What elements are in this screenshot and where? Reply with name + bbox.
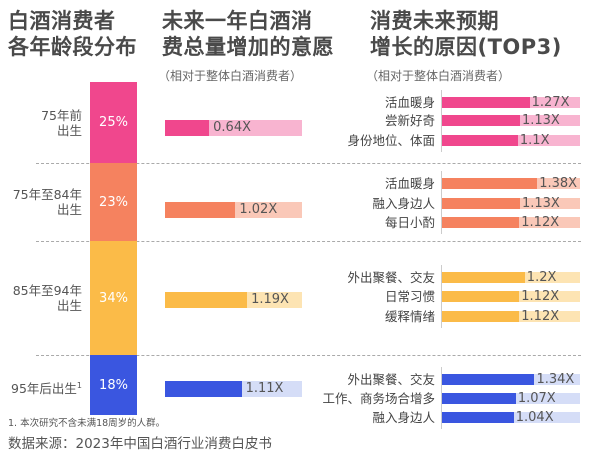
reason-label: 融入身边人 — [372, 195, 435, 211]
reason-bar-fill — [442, 216, 520, 228]
data-source: 数据来源：2023年中国白酒行业消费白皮书 — [8, 436, 272, 452]
willingness-bar-fill — [165, 120, 210, 136]
reason-label: 活血暖身 — [384, 175, 435, 191]
subtitle-willingness: （相对于整体白酒消费者） — [158, 69, 303, 83]
reason-bar-fill — [442, 197, 520, 209]
age-share-segment: 34% — [90, 241, 137, 355]
reason-value: 1.13X — [521, 112, 560, 128]
reason-label: 每日小酌 — [384, 214, 435, 230]
reason-bar: 1.07X — [442, 390, 580, 406]
footnote: 1. 本次研究不含未满18周岁的人群。 — [8, 418, 166, 429]
reason-bar: 1.12X — [442, 214, 580, 230]
reasons-axis-line — [441, 265, 442, 328]
willingness-value: 1.02X — [239, 202, 278, 217]
reason-label: 尝新好奇 — [384, 112, 435, 128]
reason-bar-fill — [442, 290, 520, 302]
reason-value: 1.12X — [521, 288, 560, 304]
reason-label: 工作、商务场合增多 — [322, 390, 435, 406]
reason-bar-fill — [442, 411, 514, 423]
reason-bar: 1.27X — [442, 94, 580, 110]
reason-bar: 1.04X — [442, 409, 580, 425]
title-age-distribution: 白酒消费者 各年龄段分布 — [8, 9, 137, 59]
reason-label: 外出聚餐、交友 — [347, 371, 435, 387]
age-share-label: 23% — [99, 194, 128, 210]
reason-label: 外出聚餐、交友 — [347, 269, 435, 285]
willingness-value: 0.64X — [213, 120, 252, 135]
separator-line — [36, 163, 581, 164]
reasons-axis-line — [441, 367, 442, 429]
reasons-axis-line — [441, 90, 442, 152]
separator-line — [36, 241, 581, 242]
willingness-bar: 1.02X — [165, 202, 302, 218]
reason-value: 1.34X — [536, 371, 575, 387]
reason-bar-fill — [442, 271, 525, 283]
reason-value: 1.04X — [515, 409, 554, 425]
reason-bar: 1.38X — [442, 175, 580, 191]
willingness-value: 1.11X — [245, 381, 284, 396]
footnote-marker: 1 — [76, 380, 82, 390]
separator-line — [36, 355, 581, 356]
title-consumption-willingness: 未来一年白酒消 费总量增加的意愿 — [162, 9, 334, 59]
reason-label: 融入身边人 — [372, 409, 435, 425]
age-share-segment: 23% — [90, 163, 137, 241]
age-group-text: 75年至84年 出生 — [12, 187, 82, 217]
reason-value: 1.12X — [521, 214, 560, 230]
age-group-text: 75年前 出生 — [41, 107, 82, 138]
willingness-value: 1.19X — [251, 292, 289, 307]
age-share-label: 25% — [99, 115, 128, 130]
age-group-label: 75年至84年 出生 — [13, 187, 82, 217]
reason-bar-fill — [442, 310, 520, 322]
willingness-bar-fill — [165, 381, 242, 397]
reason-bar: 1.2X — [442, 269, 580, 285]
subtitle-reasons: （相对于整体白酒消费者） — [366, 69, 511, 83]
title-growth-reasons: 消费未来预期 增长的原因(TOP3) — [370, 9, 562, 59]
age-group-text: 95年后出生 — [11, 380, 77, 396]
reason-label: 缓释情绪 — [384, 308, 435, 324]
age-group-label: 75年前 出生 — [41, 108, 82, 138]
reason-label: 身份地位、体面 — [347, 132, 435, 148]
reason-bar: 1.13X — [442, 112, 580, 128]
reason-bar-fill — [442, 177, 538, 189]
age-group-text: 85年至94年 出生 — [12, 283, 82, 313]
reason-bar: 1.12X — [442, 288, 580, 304]
reason-value: 1.38X — [539, 175, 578, 191]
reason-bar-fill — [442, 114, 520, 126]
reason-value: 1.1X — [519, 132, 550, 148]
willingness-bar-fill — [165, 202, 236, 218]
reason-value: 1.07X — [517, 390, 556, 406]
reason-bar-fill — [442, 392, 516, 404]
age-group-label: 95年后出生1 — [11, 378, 82, 396]
age-share-label: 18% — [99, 377, 128, 393]
willingness-bar: 0.64X — [165, 120, 302, 136]
reason-bar: 1.1X — [442, 132, 580, 148]
reason-bar: 1.13X — [442, 195, 580, 211]
age-share-label: 34% — [99, 290, 128, 306]
reason-bar-fill — [442, 134, 518, 146]
willingness-bar-fill — [165, 292, 248, 308]
age-share-segment: 25% — [90, 82, 137, 163]
reason-bar-fill — [442, 373, 535, 385]
reason-value: 1.27X — [531, 94, 570, 110]
reason-bar: 1.34X — [442, 371, 580, 387]
reason-value: 1.13X — [521, 195, 560, 211]
reason-label: 日常习惯 — [384, 288, 435, 304]
age-share-segment: 18% — [90, 355, 137, 415]
reasons-axis-line — [441, 171, 442, 234]
willingness-bar: 1.19X — [165, 292, 302, 308]
willingness-bar: 1.11X — [165, 381, 302, 397]
age-group-label: 85年至94年 出生 — [13, 283, 82, 313]
reason-bar: 1.12X — [442, 308, 580, 324]
reason-value: 1.2X — [526, 269, 557, 285]
reason-label: 活血暖身 — [384, 94, 435, 110]
reason-value: 1.12X — [521, 308, 560, 324]
reason-bar-fill — [442, 96, 530, 108]
